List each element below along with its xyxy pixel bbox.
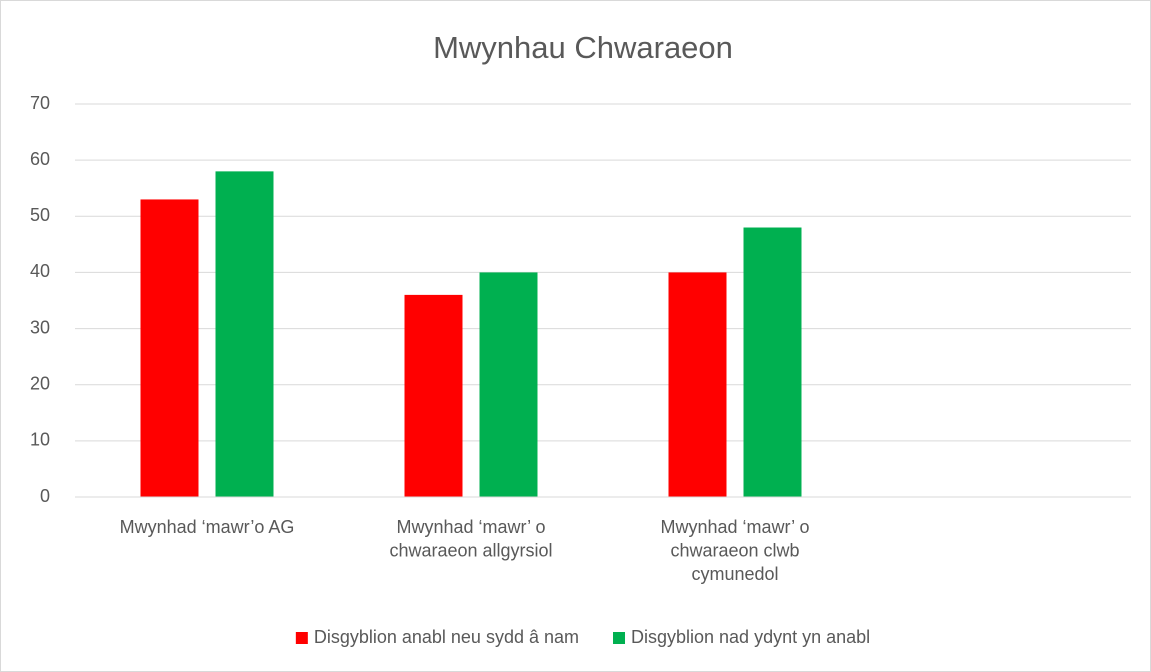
bar (140, 199, 199, 497)
x-tick-label: Mwynhad ‘mawr’ o chwaraeon clwb cymunedol (660, 517, 809, 584)
y-tick-label: 50 (30, 205, 50, 225)
y-tick-label: 70 (30, 93, 50, 113)
bar (743, 227, 802, 497)
legend-label: Disgyblion nad ydynt yn anabl (631, 627, 870, 647)
y-tick-label: 20 (30, 373, 50, 393)
legend-label: Disgyblion anabl neu sydd â nam (314, 627, 579, 647)
legend-swatch (295, 632, 308, 644)
bar (215, 171, 274, 497)
x-tick-label: Mwynhad ‘mawr’o AG (120, 517, 295, 537)
y-tick-label: 40 (30, 261, 50, 281)
chart-title: Mwynhau Chwaraeon (433, 30, 733, 65)
bar (479, 272, 538, 497)
y-tick-label: 30 (30, 317, 50, 337)
legend-swatch (613, 632, 626, 644)
bar (404, 294, 463, 497)
y-tick-label: 10 (30, 430, 50, 450)
x-tick-label: Mwynhad ‘mawr’ o chwaraeon allgyrsiol (389, 517, 552, 561)
y-tick-label: 60 (30, 149, 50, 169)
bar (668, 272, 727, 497)
y-tick-label: 0 (40, 486, 50, 506)
